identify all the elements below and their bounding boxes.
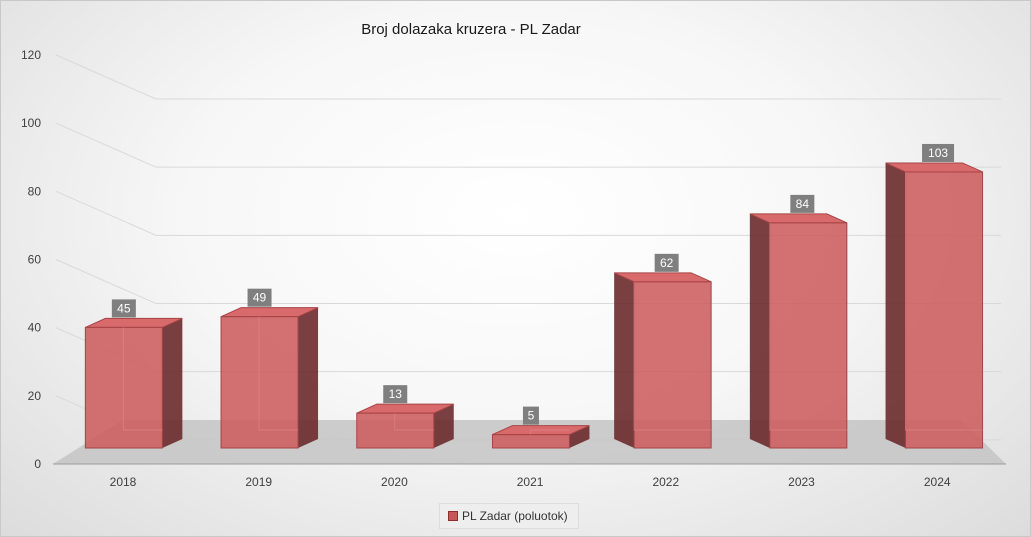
data-label-bg xyxy=(790,194,815,213)
bar-side xyxy=(433,404,454,448)
bar-inner-edge xyxy=(394,413,434,431)
x-tick-label: 2020 xyxy=(381,475,408,489)
bar-inner-edge xyxy=(905,171,983,431)
y-tick-label: 40 xyxy=(28,321,42,335)
gridline xyxy=(55,259,1001,304)
data-label-bg xyxy=(383,385,408,404)
gridline xyxy=(55,327,1001,373)
data-label: 103 xyxy=(928,146,948,160)
bar-side xyxy=(569,425,590,448)
legend-label: PL Zadar (poluotok) xyxy=(462,509,568,523)
data-label-bg xyxy=(522,406,539,425)
gridline xyxy=(55,122,1001,168)
x-tick-label: 2018 xyxy=(110,475,137,489)
gridline xyxy=(55,190,1001,236)
data-label: 13 xyxy=(389,387,403,401)
data-label-bg xyxy=(922,143,955,162)
y-tick-label: 80 xyxy=(28,184,42,198)
data-label: 49 xyxy=(253,291,267,305)
x-tick-label: 2019 xyxy=(245,475,272,489)
y-tick-label: 100 xyxy=(21,116,41,130)
bar-inner-edge xyxy=(122,327,163,431)
data-label-bg xyxy=(111,299,136,318)
data-label-bg xyxy=(247,288,272,307)
bar-side xyxy=(162,318,183,448)
bar-side xyxy=(885,162,906,448)
legend-swatch xyxy=(448,511,458,521)
gridline xyxy=(55,54,1001,100)
x-tick-label: 2021 xyxy=(517,475,544,489)
x-tick-label: 2023 xyxy=(788,475,815,489)
y-tick-label: 20 xyxy=(28,389,42,403)
bar xyxy=(491,434,570,449)
y-tick-label: 60 xyxy=(28,253,42,267)
legend[interactable]: PL Zadar (poluotok) xyxy=(439,503,579,529)
bar-inner-edge xyxy=(529,429,570,435)
y-tick-label: 120 xyxy=(21,48,41,62)
y-tick-label: 0 xyxy=(34,457,41,471)
x-tick-label: 2024 xyxy=(924,475,951,489)
bar-side xyxy=(749,213,770,448)
chart-title: Broj dolazaka kruzera - PL Zadar xyxy=(361,21,581,38)
data-label-bg xyxy=(654,253,679,272)
bar xyxy=(633,281,712,449)
bar-inner-edge xyxy=(258,316,299,431)
data-label: 62 xyxy=(660,256,674,270)
data-label: 84 xyxy=(796,197,810,211)
data-label: 45 xyxy=(117,301,131,315)
x-tick-label: 2022 xyxy=(652,475,679,489)
bar xyxy=(905,171,984,449)
bar-side xyxy=(614,272,635,448)
bar-inner-edge xyxy=(769,222,847,431)
bar-side xyxy=(298,307,319,448)
bar-inner-edge xyxy=(633,281,712,431)
data-label: 5 xyxy=(528,409,535,423)
bar xyxy=(769,222,848,449)
